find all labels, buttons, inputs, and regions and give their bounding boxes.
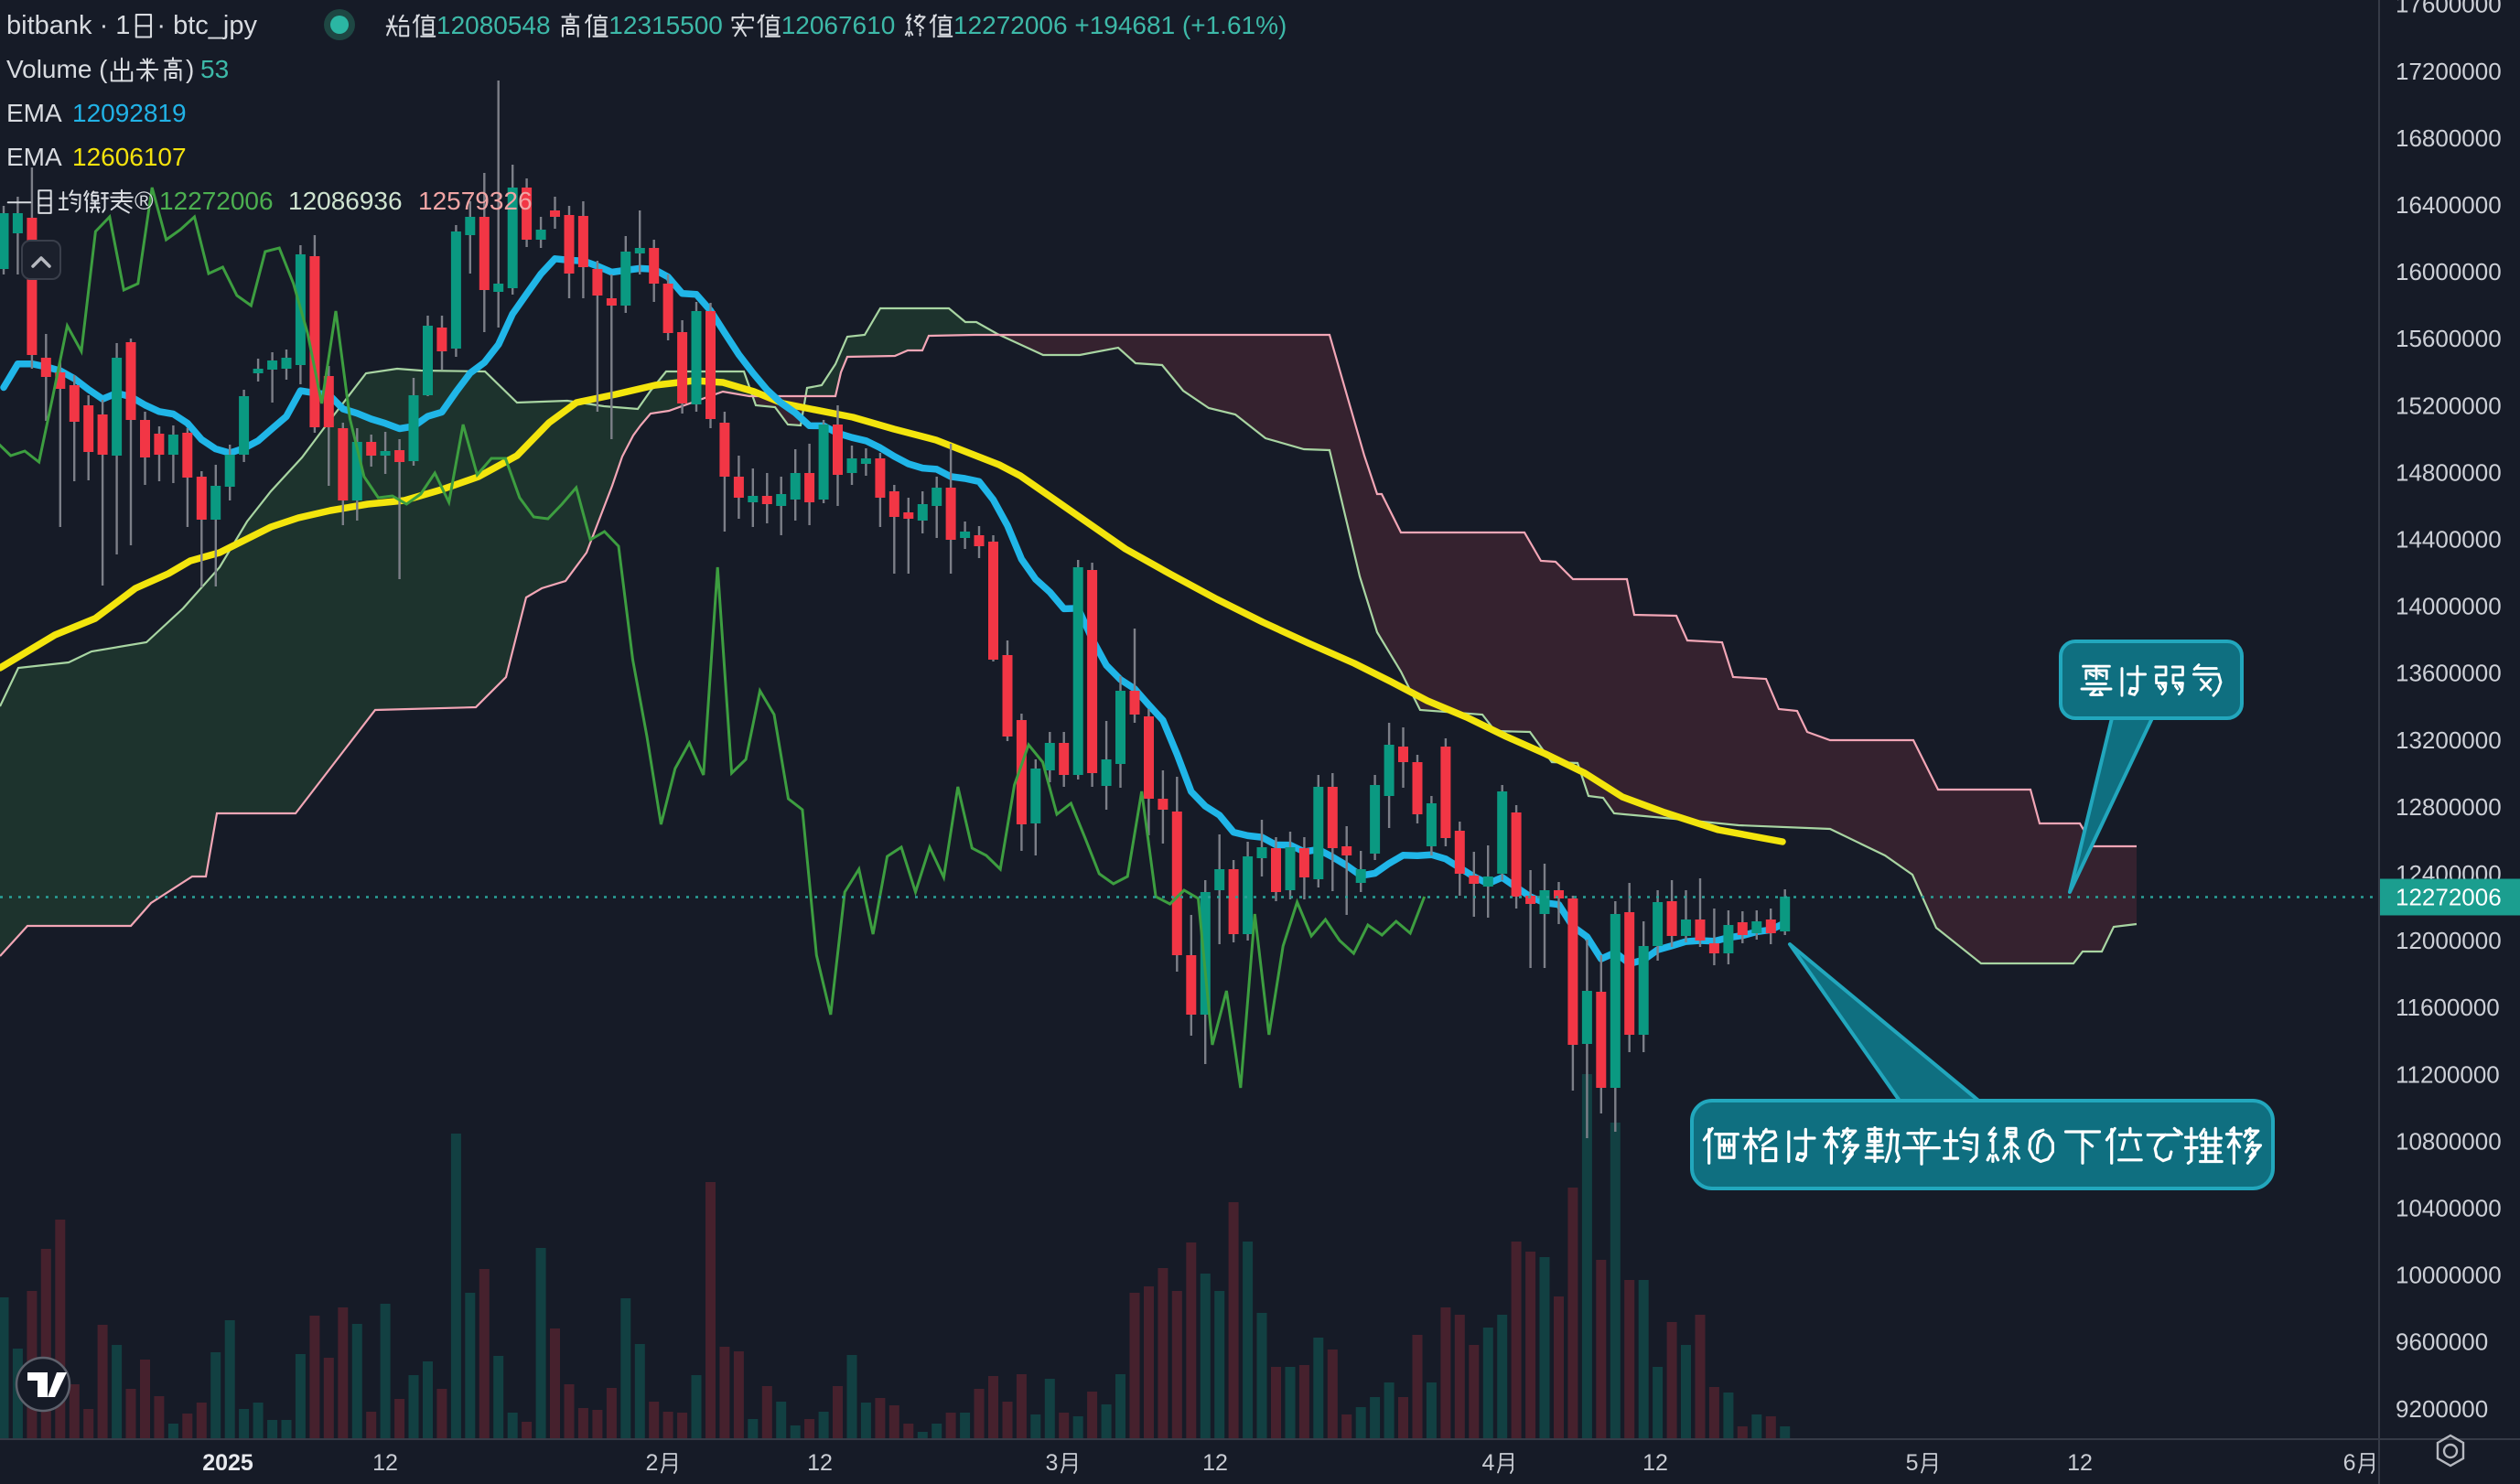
svg-text:EMA: EMA: [6, 99, 62, 127]
svg-text:12: 12: [807, 1450, 833, 1476]
svg-text:12086936: 12086936: [288, 187, 403, 215]
svg-text:2: 2: [646, 1450, 659, 1476]
svg-text:12272006: 12272006: [159, 187, 274, 215]
svg-text:5: 5: [1906, 1450, 1919, 1476]
svg-text:6: 6: [2343, 1450, 2356, 1476]
svg-text:4: 4: [1482, 1450, 1495, 1476]
svg-text:12315500: 12315500: [608, 11, 723, 39]
svg-text:53: 53: [200, 55, 229, 83]
svg-text:12272006 +194681 (+1.61%): 12272006 +194681 (+1.61%): [953, 11, 1287, 39]
svg-text:17200000: 17200000: [2396, 58, 2502, 85]
svg-text:14400000: 14400000: [2396, 526, 2502, 554]
svg-text:17600000: 17600000: [2396, 0, 2502, 18]
svg-text:): ): [186, 55, 194, 83]
svg-text:12: 12: [2067, 1450, 2093, 1476]
svg-text:Volume (: Volume (: [6, 55, 108, 83]
svg-text:10800000: 10800000: [2396, 1127, 2502, 1155]
svg-text:14000000: 14000000: [2396, 593, 2502, 620]
svg-text:12080548: 12080548: [436, 11, 551, 39]
svg-text:9200000: 9200000: [2396, 1395, 2488, 1423]
svg-text:16800000: 16800000: [2396, 124, 2502, 152]
svg-text:12: 12: [1642, 1450, 1668, 1476]
svg-text:12067610: 12067610: [781, 11, 896, 39]
svg-text:16400000: 16400000: [2396, 191, 2502, 219]
svg-text:3: 3: [1046, 1450, 1059, 1476]
svg-text:12606107: 12606107: [72, 143, 187, 171]
svg-text:EMA: EMA: [6, 143, 62, 171]
svg-text:15200000: 15200000: [2396, 392, 2502, 419]
svg-text:13600000: 13600000: [2396, 660, 2502, 687]
svg-text:11200000: 11200000: [2396, 1060, 2500, 1088]
svg-text:12579326: 12579326: [418, 187, 533, 215]
svg-text:12092819: 12092819: [72, 99, 187, 127]
svg-text:10400000: 10400000: [2396, 1195, 2502, 1222]
svg-text:12800000: 12800000: [2396, 793, 2502, 821]
svg-text:bitbank · 1: bitbank · 1: [6, 11, 130, 40]
svg-text:16000000: 16000000: [2396, 258, 2502, 285]
svg-text:10000000: 10000000: [2396, 1262, 2502, 1289]
svg-text:9600000: 9600000: [2396, 1328, 2488, 1356]
svg-text:14800000: 14800000: [2396, 458, 2502, 486]
svg-text:13200000: 13200000: [2396, 726, 2502, 754]
svg-text:®: ®: [135, 187, 154, 215]
svg-text:15600000: 15600000: [2396, 325, 2502, 352]
svg-text:12000000: 12000000: [2396, 927, 2502, 954]
svg-text:12: 12: [1202, 1450, 1228, 1476]
svg-text:11600000: 11600000: [2396, 994, 2500, 1021]
svg-text:2025: 2025: [202, 1450, 253, 1476]
svg-text:12272006: 12272006: [2396, 884, 2502, 911]
svg-text:· btc_jpy: · btc_jpy: [156, 11, 257, 40]
svg-text:12: 12: [372, 1450, 398, 1476]
